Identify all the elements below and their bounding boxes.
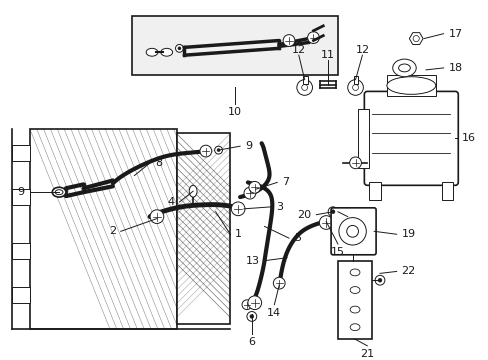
Circle shape (338, 217, 366, 245)
Bar (368, 183, 380, 200)
Bar (357, 109, 368, 168)
Text: 20: 20 (297, 210, 311, 220)
Circle shape (246, 311, 256, 321)
Circle shape (301, 85, 307, 90)
Text: 6: 6 (248, 337, 255, 347)
Text: 9: 9 (244, 141, 252, 151)
Ellipse shape (392, 59, 415, 77)
Ellipse shape (146, 48, 158, 56)
Ellipse shape (386, 77, 435, 94)
Bar (386, 75, 435, 96)
Text: 10: 10 (228, 107, 242, 117)
Text: 15: 15 (330, 247, 344, 257)
Circle shape (374, 275, 384, 285)
Text: 14: 14 (267, 307, 281, 318)
Text: 3: 3 (276, 202, 283, 212)
Circle shape (319, 216, 332, 229)
Circle shape (231, 202, 244, 216)
Bar (337, 261, 371, 339)
Ellipse shape (349, 306, 359, 313)
Text: 4: 4 (167, 197, 174, 207)
Text: 13: 13 (245, 256, 259, 266)
Ellipse shape (349, 269, 359, 276)
Circle shape (273, 277, 285, 289)
Circle shape (349, 157, 361, 169)
Circle shape (247, 296, 261, 310)
Ellipse shape (349, 324, 359, 330)
Bar (353, 76, 358, 84)
Circle shape (214, 146, 222, 154)
Bar (132, 16, 337, 75)
Text: 19: 19 (401, 229, 415, 239)
Bar (176, 134, 230, 324)
Ellipse shape (189, 185, 197, 197)
Bar (441, 183, 452, 200)
Text: 8: 8 (155, 158, 162, 168)
Bar (12, 145, 30, 161)
Text: 16: 16 (461, 133, 475, 143)
Ellipse shape (55, 190, 63, 195)
Circle shape (249, 315, 253, 318)
Circle shape (178, 47, 181, 50)
Circle shape (244, 187, 255, 199)
Bar (12, 243, 30, 259)
Text: 18: 18 (447, 63, 462, 73)
Text: 17: 17 (447, 29, 462, 39)
Text: 2: 2 (108, 226, 116, 236)
Text: 1: 1 (235, 229, 242, 239)
Text: 7: 7 (282, 177, 289, 188)
Circle shape (283, 35, 294, 46)
Polygon shape (408, 33, 422, 45)
FancyBboxPatch shape (330, 208, 375, 255)
Bar (12, 189, 30, 205)
Circle shape (330, 210, 334, 214)
Circle shape (307, 32, 319, 44)
Ellipse shape (349, 287, 359, 293)
Circle shape (248, 181, 260, 193)
Bar (302, 76, 307, 84)
Circle shape (150, 210, 163, 224)
Text: 12: 12 (355, 45, 369, 55)
Circle shape (412, 36, 418, 42)
Text: 5: 5 (293, 233, 300, 243)
Circle shape (175, 44, 183, 52)
Text: 22: 22 (401, 266, 415, 276)
Circle shape (377, 278, 381, 282)
Text: 9: 9 (18, 187, 25, 197)
Circle shape (346, 225, 358, 237)
Circle shape (242, 300, 251, 310)
Text: 21: 21 (360, 348, 374, 359)
Circle shape (327, 207, 337, 217)
Circle shape (352, 85, 358, 90)
Circle shape (296, 80, 312, 95)
Text: 12: 12 (291, 45, 305, 55)
Circle shape (217, 149, 220, 152)
Bar (12, 287, 30, 303)
Text: 11: 11 (321, 50, 334, 60)
Ellipse shape (398, 64, 409, 72)
Circle shape (200, 145, 211, 157)
Bar (30, 129, 176, 329)
Ellipse shape (52, 187, 66, 197)
Ellipse shape (161, 48, 172, 56)
FancyBboxPatch shape (364, 91, 457, 185)
Circle shape (347, 80, 363, 95)
